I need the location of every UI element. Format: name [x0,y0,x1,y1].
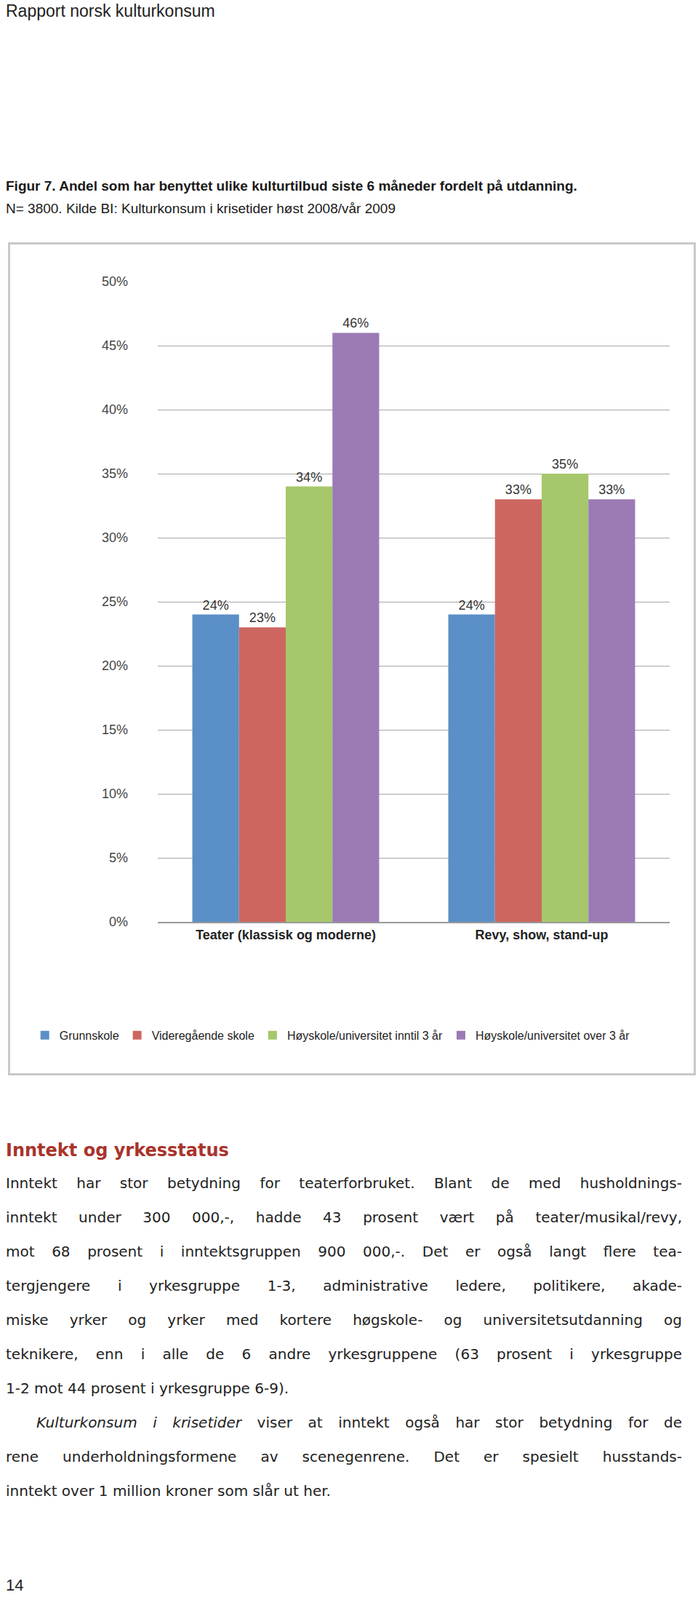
html-text:tergjengere i yrkesgruppe 1-3,: tergjengere i yrkesgruppe 1-3, administr… [5,1276,683,1294]
svg-text:24%: 24% [458,597,485,613]
svg-text:33%: 33% [505,482,532,497]
html-text:Figur 7. Andel som har benytte: Figur 7. Andel som har benyttet ulike ku… [5,178,578,194]
svg-text:Grunnskole: Grunnskole [59,1028,120,1042]
svg-text:5%: 5% [109,849,128,865]
svg-text:34%: 34% [295,469,323,485]
svg-text:Revy, show, stand-up: Revy, show, stand-up [474,927,608,942]
svg-text:0%: 0% [109,913,128,929]
svg-text:33%: 33% [598,482,625,497]
html-text:Rapport norsk kulturkonsum: Rapport norsk kulturkonsum [5,1,215,21]
html-text:teknikere, enn i alle de 6 and: teknikere, enn i alle de 6 andre yrkesgr… [5,1344,683,1362]
html-text:Inntekt og yrkesstatus: Inntekt og yrkesstatus [5,1139,229,1160]
html-text:rene underholdningsformene av: rene underholdningsformene av scenegenre… [5,1446,683,1465]
svg-text:25%: 25% [101,594,128,609]
svg-text:40%: 40% [101,402,128,417]
html-text:miske yrker og yrker med korte: miske yrker og yrker med kortere høgskol… [5,1310,683,1328]
svg-text:30%: 30% [101,530,128,545]
svg-text:35%: 35% [101,466,128,481]
svg-text:46%: 46% [342,315,369,331]
html-text:Kulturkonsum i krisetider vise: Kulturkonsum i krisetider viser at innte… [36,1412,683,1431]
svg-text:45%: 45% [101,338,128,353]
html-text:mot 68 prosent i inntektsgrupp: mot 68 prosent i inntektsgruppen 900 000… [5,1241,683,1260]
svg-text:35%: 35% [551,456,579,472]
html-text:Inntekt har stor betydning for: Inntekt har stor betydning for teaterfor… [5,1173,683,1191]
html-text:inntekt over 1 million kroner: inntekt over 1 million kroner som slår u… [5,1481,331,1499]
svg-text:Høyskole/universitet inntil 3: Høyskole/universitet inntil 3 år [287,1028,443,1042]
html-text:N= 3800. Kilde BI: Kulturkonsu: N= 3800. Kilde BI: Kulturkonsum i kriset… [5,200,396,216]
svg-text:Høyskole/universitet over 3 år: Høyskole/universitet over 3 år [475,1028,630,1042]
svg-text:20%: 20% [101,658,128,673]
svg-text:Teater (klassisk og moderne): Teater (klassisk og moderne) [195,927,376,942]
html-text:inntekt under 300 000,-, hadde: inntekt under 300 000,-, hadde 43 prosen… [5,1207,683,1226]
svg-text:10%: 10% [101,785,128,801]
svg-text:Videregående skole: Videregående skole [151,1028,255,1042]
svg-text:23%: 23% [249,610,276,625]
html-text:14: 14 [5,1574,24,1594]
svg-text:50%: 50% [101,274,128,289]
html-text:1-2 mot 44 prosent i yrkesgrup: 1-2 mot 44 prosent i yrkesgruppe 6-9). [5,1378,289,1396]
svg-text:24%: 24% [202,597,230,613]
svg-text:15%: 15% [101,721,128,737]
